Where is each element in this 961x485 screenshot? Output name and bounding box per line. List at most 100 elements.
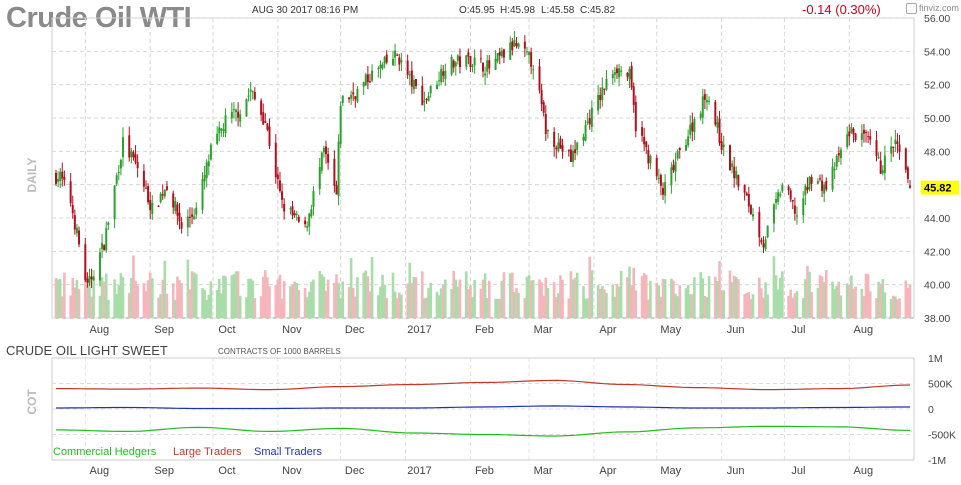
candle-body [818, 178, 821, 180]
candle-body [555, 147, 558, 150]
volume-bar [611, 284, 615, 318]
volume-bar [441, 284, 445, 318]
month-tick-label: Oct [218, 324, 235, 336]
volume-bar [877, 281, 880, 318]
candle-body [867, 136, 870, 138]
candle-body [427, 95, 430, 102]
candle-body [205, 162, 208, 179]
volume-bar [544, 277, 548, 318]
candle-body [749, 205, 752, 214]
candle-body [626, 73, 629, 77]
candle-body [115, 175, 118, 184]
candle-body [634, 102, 637, 132]
volume-bar [866, 274, 870, 318]
cot-tick-label: -500K [928, 430, 956, 442]
volume-bar [511, 272, 514, 318]
cot-month-tick-label: May [660, 465, 681, 477]
candle-body [628, 69, 631, 80]
candle-body [772, 204, 775, 224]
volume-bar [647, 299, 650, 318]
candle-body [149, 199, 152, 211]
close-value: C:45.82 [580, 5, 616, 16]
candle-body [458, 56, 461, 68]
candle-body [586, 121, 589, 123]
volume-bar [762, 297, 765, 318]
cot-tick-label: 1M [928, 353, 943, 365]
candle-body [720, 141, 723, 150]
candle-body [232, 109, 235, 111]
candle-body [716, 122, 719, 128]
candle-body [777, 192, 780, 202]
volume-bar [487, 280, 491, 318]
candle-body [860, 133, 863, 140]
volume-bar [245, 297, 248, 318]
candle-body [584, 124, 587, 141]
candle-body [576, 142, 579, 150]
last-price-label: 45.82 [924, 183, 952, 195]
volume-bar [454, 279, 458, 318]
candle-body [320, 152, 323, 171]
candle-body [78, 230, 81, 245]
volume-bar [649, 280, 652, 318]
volume-bar [75, 280, 79, 318]
candle-body [530, 52, 533, 67]
candle-body [117, 171, 120, 174]
volume-bar [238, 295, 242, 318]
volume-bar [73, 287, 77, 318]
volume-bar [644, 274, 648, 318]
volume-bar [879, 283, 882, 318]
volume-bar [850, 275, 853, 318]
volume-bar [150, 278, 154, 318]
candle-body [611, 74, 614, 79]
volume-bar [303, 288, 307, 318]
volume-bar [324, 290, 328, 318]
candle-body [546, 129, 549, 132]
candle-body [781, 184, 784, 192]
volume-bar [282, 281, 286, 318]
volume-bar [686, 284, 690, 318]
volume-bar [496, 298, 499, 318]
candle-body [733, 166, 736, 179]
candle-body [484, 73, 487, 76]
candle-body [909, 185, 911, 188]
volume-bar [450, 289, 453, 318]
volume-bar [824, 269, 828, 318]
volume-bar [318, 270, 322, 318]
volume-bar [427, 288, 430, 318]
volume-bar [584, 298, 587, 318]
candle-body [718, 118, 721, 144]
legend-large-traders: Large Traders [173, 446, 242, 458]
volume-bar [789, 289, 792, 318]
volume-bar [628, 266, 631, 318]
cot-series-1 [56, 379, 911, 391]
volume-bar [420, 271, 424, 318]
candle-body [511, 41, 514, 51]
candle-body [142, 170, 145, 187]
volume-bar [205, 299, 209, 318]
volume-bar [582, 286, 585, 318]
candle-body [136, 161, 139, 169]
candle-body [454, 62, 457, 67]
candle-body [119, 159, 122, 169]
volume-bar [743, 294, 746, 318]
volume-bar [839, 295, 843, 318]
candle-body [161, 194, 164, 196]
volume-bar [889, 299, 893, 318]
volume-bar [776, 289, 780, 318]
volume-bar [527, 274, 531, 318]
price-tick-label: 38.00 [924, 313, 950, 325]
candle-body [567, 149, 570, 152]
volume-bar [117, 285, 121, 318]
volume-bar [113, 279, 116, 318]
candle-body [415, 79, 418, 87]
volume-bar [540, 282, 543, 318]
candle-body [222, 129, 225, 131]
volume-bar [757, 277, 761, 318]
volume-bar [130, 277, 133, 318]
candle-body [605, 78, 608, 90]
volume-bar [720, 290, 723, 318]
finviz-logo[interactable]: finviz.com [906, 3, 959, 15]
volume-bar [701, 278, 705, 318]
candle-body [643, 136, 646, 145]
